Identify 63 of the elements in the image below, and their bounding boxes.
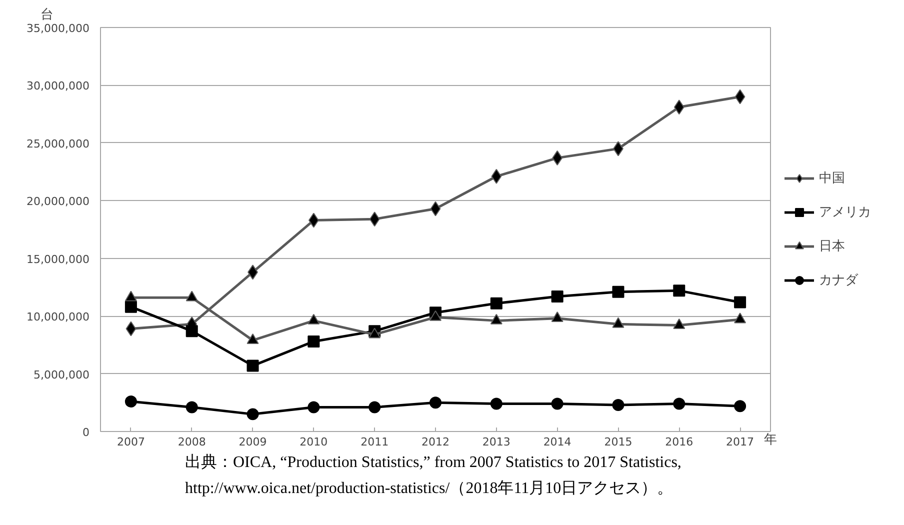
point — [308, 401, 320, 414]
legend-label: 中国 — [819, 170, 845, 187]
point — [734, 89, 746, 104]
point — [430, 396, 442, 409]
point — [246, 408, 259, 420]
x-tick-label: 2009 — [238, 436, 267, 448]
y-tick-label: 35,000,000 — [26, 22, 90, 35]
source-note: 出典：OICA, “Production Statistics,” from 2007 Statistics to 2017 Statistics, http://www.oica.net/production-statistics/（2018年11月10日アクセス）。 — [185, 452, 682, 499]
point — [673, 398, 686, 410]
y-tick-label: 25,000,000 — [26, 137, 90, 150]
point — [126, 321, 136, 336]
point — [612, 398, 624, 411]
y-tick-label: 15,000,000 — [26, 252, 90, 266]
legend-label: カナダ — [819, 272, 858, 289]
point — [308, 335, 320, 348]
point — [246, 333, 259, 344]
x-tick-label: 2013 — [482, 436, 510, 448]
x-tick-label: 2015 — [604, 436, 632, 448]
point — [551, 398, 564, 410]
point — [369, 212, 380, 227]
point — [551, 290, 564, 302]
point — [124, 300, 137, 313]
point — [734, 400, 746, 412]
x-tick-label: 2012 — [422, 436, 450, 448]
point — [491, 168, 502, 184]
y-tick-label: 30,000,000 — [26, 80, 90, 93]
legend-label: 日本 — [819, 238, 845, 255]
point — [612, 317, 624, 328]
point — [368, 328, 381, 338]
point — [490, 398, 502, 410]
legend-label: アメリカ — [819, 204, 871, 221]
x-tick-label: 2008 — [178, 436, 206, 448]
x-tick-label: 2017 — [726, 436, 754, 448]
point — [430, 310, 442, 321]
point — [551, 312, 564, 322]
point — [186, 401, 198, 414]
point — [368, 401, 381, 414]
x-axis-title: 年 — [764, 432, 777, 448]
y-axis-title: 台 — [40, 8, 54, 22]
x-tick-label: 2010 — [300, 436, 328, 448]
point — [186, 290, 198, 302]
point — [490, 314, 502, 324]
point — [124, 396, 137, 408]
x-tick-label: 2014 — [543, 436, 572, 448]
y-tick-label: 5,000,000 — [34, 368, 90, 382]
point — [673, 318, 686, 329]
point — [430, 201, 441, 216]
x-tick-label: 2011 — [360, 436, 389, 448]
point — [612, 286, 624, 298]
point — [674, 100, 684, 115]
point — [186, 325, 198, 338]
point — [673, 284, 686, 297]
point — [124, 290, 137, 302]
point — [734, 312, 746, 324]
y-tick-label: 20,000,000 — [26, 195, 90, 208]
y-tick-label: 0 — [82, 426, 90, 439]
x-tick-label: 2007 — [116, 436, 145, 448]
point — [246, 360, 259, 372]
point — [308, 314, 320, 324]
y-tick-label: 10,000,000 — [26, 310, 90, 324]
x-tick-label: 2016 — [665, 436, 694, 448]
point — [734, 296, 746, 308]
point — [490, 297, 502, 310]
